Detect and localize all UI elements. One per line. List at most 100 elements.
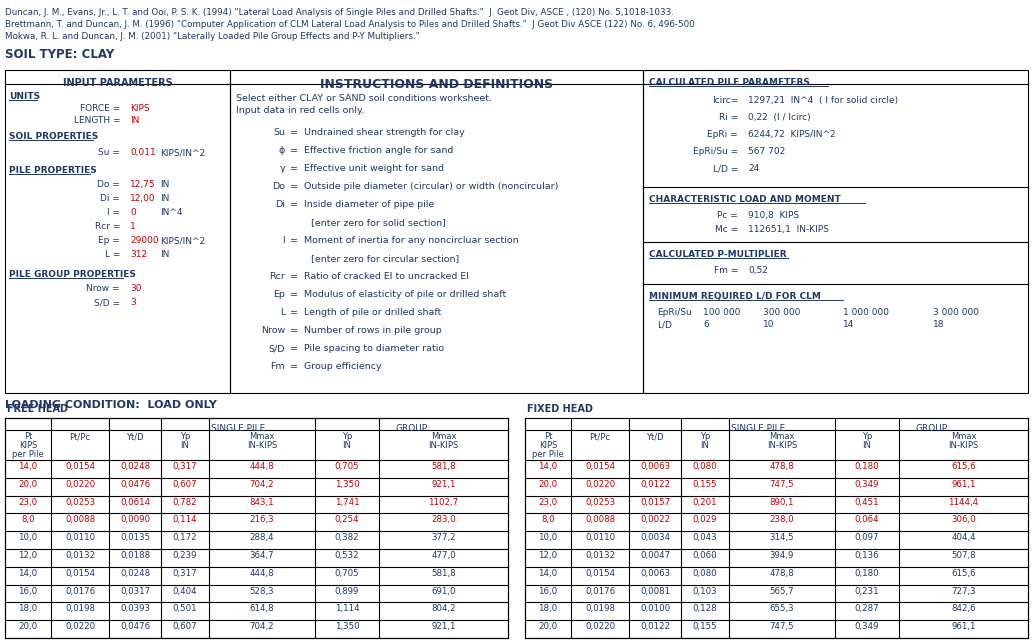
Text: L: L <box>280 308 285 317</box>
Text: 0,0188: 0,0188 <box>120 551 150 560</box>
Text: =  Number of rows in pile group: = Number of rows in pile group <box>290 326 442 335</box>
Text: 0,0034: 0,0034 <box>639 533 670 542</box>
Text: 12,0: 12,0 <box>19 551 37 560</box>
Text: =  Ratio of cracked EI to uncracked EI: = Ratio of cracked EI to uncracked EI <box>290 272 469 281</box>
Text: per Pile: per Pile <box>12 450 43 459</box>
Text: Ep =: Ep = <box>98 236 120 245</box>
Text: 0,404: 0,404 <box>173 587 197 595</box>
Text: CALCULATED PILE PARAMETERS: CALCULATED PILE PARAMETERS <box>649 78 810 87</box>
Text: Yp: Yp <box>699 432 711 441</box>
Text: IN-KIPS: IN-KIPS <box>429 441 459 450</box>
Text: 0,705: 0,705 <box>335 462 359 471</box>
Text: 0,180: 0,180 <box>854 569 879 578</box>
Text: SINGLE PILE: SINGLE PILE <box>731 424 785 433</box>
Text: SINGLE PILE: SINGLE PILE <box>211 424 265 433</box>
Text: 18,0: 18,0 <box>538 604 558 613</box>
Text: 16,0: 16,0 <box>19 587 37 595</box>
Text: 0,155: 0,155 <box>693 480 717 489</box>
Text: GROUP: GROUP <box>396 424 428 433</box>
Text: Mmax: Mmax <box>950 432 976 441</box>
Text: 14,0: 14,0 <box>19 569 37 578</box>
Text: =  Outside pile diameter (circular) or width (noncircular): = Outside pile diameter (circular) or wi… <box>290 182 559 191</box>
Text: KIPS: KIPS <box>130 104 150 113</box>
Text: 961,1: 961,1 <box>951 622 976 631</box>
Text: 300 000: 300 000 <box>763 308 801 317</box>
Text: [enter zero for circular section]: [enter zero for circular section] <box>290 254 460 263</box>
Text: =  Moment of inertia for any noncircluar section: = Moment of inertia for any noncircluar … <box>290 236 519 245</box>
Text: 314,5: 314,5 <box>770 533 794 542</box>
Text: 20,0: 20,0 <box>19 622 37 631</box>
Text: Mmax: Mmax <box>431 432 457 441</box>
Text: 0,0154: 0,0154 <box>585 462 615 471</box>
Text: 0,0081: 0,0081 <box>639 587 670 595</box>
Text: Mmax: Mmax <box>249 432 275 441</box>
Text: Mmax: Mmax <box>770 432 794 441</box>
Text: 0,0088: 0,0088 <box>585 515 615 524</box>
Text: 565,7: 565,7 <box>770 587 794 595</box>
Text: 364,7: 364,7 <box>250 551 275 560</box>
Text: Input data in red cells only.: Input data in red cells only. <box>236 106 365 115</box>
Text: 1,741: 1,741 <box>335 497 359 506</box>
Text: Nrow: Nrow <box>260 326 285 335</box>
Text: 0,501: 0,501 <box>173 604 197 613</box>
Text: 655,3: 655,3 <box>770 604 794 613</box>
Text: 18: 18 <box>933 320 944 329</box>
Text: 100 000: 100 000 <box>703 308 741 317</box>
Text: 0,011: 0,011 <box>130 148 156 157</box>
Text: 216,3: 216,3 <box>250 515 275 524</box>
Text: 0,0198: 0,0198 <box>65 604 95 613</box>
Text: Ep: Ep <box>273 290 285 299</box>
Text: UNITS: UNITS <box>9 92 40 101</box>
Text: S/D: S/D <box>269 344 285 353</box>
Text: FIXED HEAD: FIXED HEAD <box>527 404 593 414</box>
Text: 0,0100: 0,0100 <box>639 604 670 613</box>
Text: Pc =: Pc = <box>717 211 738 220</box>
Text: PILE PROPERTIES: PILE PROPERTIES <box>9 166 97 175</box>
Text: Nrow =: Nrow = <box>87 284 120 293</box>
Text: 0,080: 0,080 <box>693 569 717 578</box>
Text: Yp: Yp <box>862 432 872 441</box>
Text: 477,0: 477,0 <box>431 551 456 560</box>
Text: 6244,72  KIPS/IN^2: 6244,72 KIPS/IN^2 <box>748 130 836 139</box>
Text: 0,0253: 0,0253 <box>65 497 95 506</box>
Text: 0,0110: 0,0110 <box>585 533 615 542</box>
Text: 0,0047: 0,0047 <box>639 551 670 560</box>
Text: FORCE =: FORCE = <box>80 104 120 113</box>
Text: 112651,1  IN-KIPS: 112651,1 IN-KIPS <box>748 225 828 234</box>
Text: 890,1: 890,1 <box>770 497 794 506</box>
Text: 614,8: 614,8 <box>250 604 275 613</box>
Text: 804,2: 804,2 <box>431 604 456 613</box>
Text: 747,5: 747,5 <box>770 622 794 631</box>
Text: 1102,7: 1102,7 <box>429 497 459 506</box>
Text: 1297,21  IN^4  ( I for solid circle): 1297,21 IN^4 ( I for solid circle) <box>748 96 898 105</box>
Bar <box>230 70 643 393</box>
Text: 0,0088: 0,0088 <box>65 515 95 524</box>
Text: 567 702: 567 702 <box>748 147 785 156</box>
Text: 0,0317: 0,0317 <box>120 587 150 595</box>
Text: SOIL PROPERTIES: SOIL PROPERTIES <box>9 132 98 141</box>
Text: 0,52: 0,52 <box>748 266 768 275</box>
Text: Select either CLAY or SAND soil conditions worksheet.: Select either CLAY or SAND soil conditio… <box>236 94 492 103</box>
Bar <box>5 418 508 638</box>
Text: 0,22  (I / Icirc): 0,22 (I / Icirc) <box>748 113 811 122</box>
Text: CALCULATED P-MULTIPLIER: CALCULATED P-MULTIPLIER <box>649 250 786 259</box>
Text: 0,0132: 0,0132 <box>65 551 95 560</box>
Text: 0,0063: 0,0063 <box>639 569 670 578</box>
Text: 238,0: 238,0 <box>770 515 794 524</box>
Text: Di: Di <box>275 200 285 209</box>
Text: 0,172: 0,172 <box>173 533 197 542</box>
Text: EpRi/Su: EpRi/Su <box>657 308 692 317</box>
Text: 0,0154: 0,0154 <box>585 569 615 578</box>
Text: IN^4: IN^4 <box>160 208 183 217</box>
Text: Rcr =: Rcr = <box>95 222 120 231</box>
Text: 444,8: 444,8 <box>250 569 275 578</box>
Text: 0,0090: 0,0090 <box>120 515 150 524</box>
Text: EpRi =: EpRi = <box>708 130 738 139</box>
Text: Do: Do <box>272 182 285 191</box>
Text: 0,155: 0,155 <box>693 622 717 631</box>
Text: Su: Su <box>273 128 285 137</box>
Text: Fm =: Fm = <box>714 266 738 275</box>
Text: =  Undrained shear strength for clay: = Undrained shear strength for clay <box>290 128 465 137</box>
Text: 0,0476: 0,0476 <box>120 622 150 631</box>
Text: 842,6: 842,6 <box>951 604 976 613</box>
